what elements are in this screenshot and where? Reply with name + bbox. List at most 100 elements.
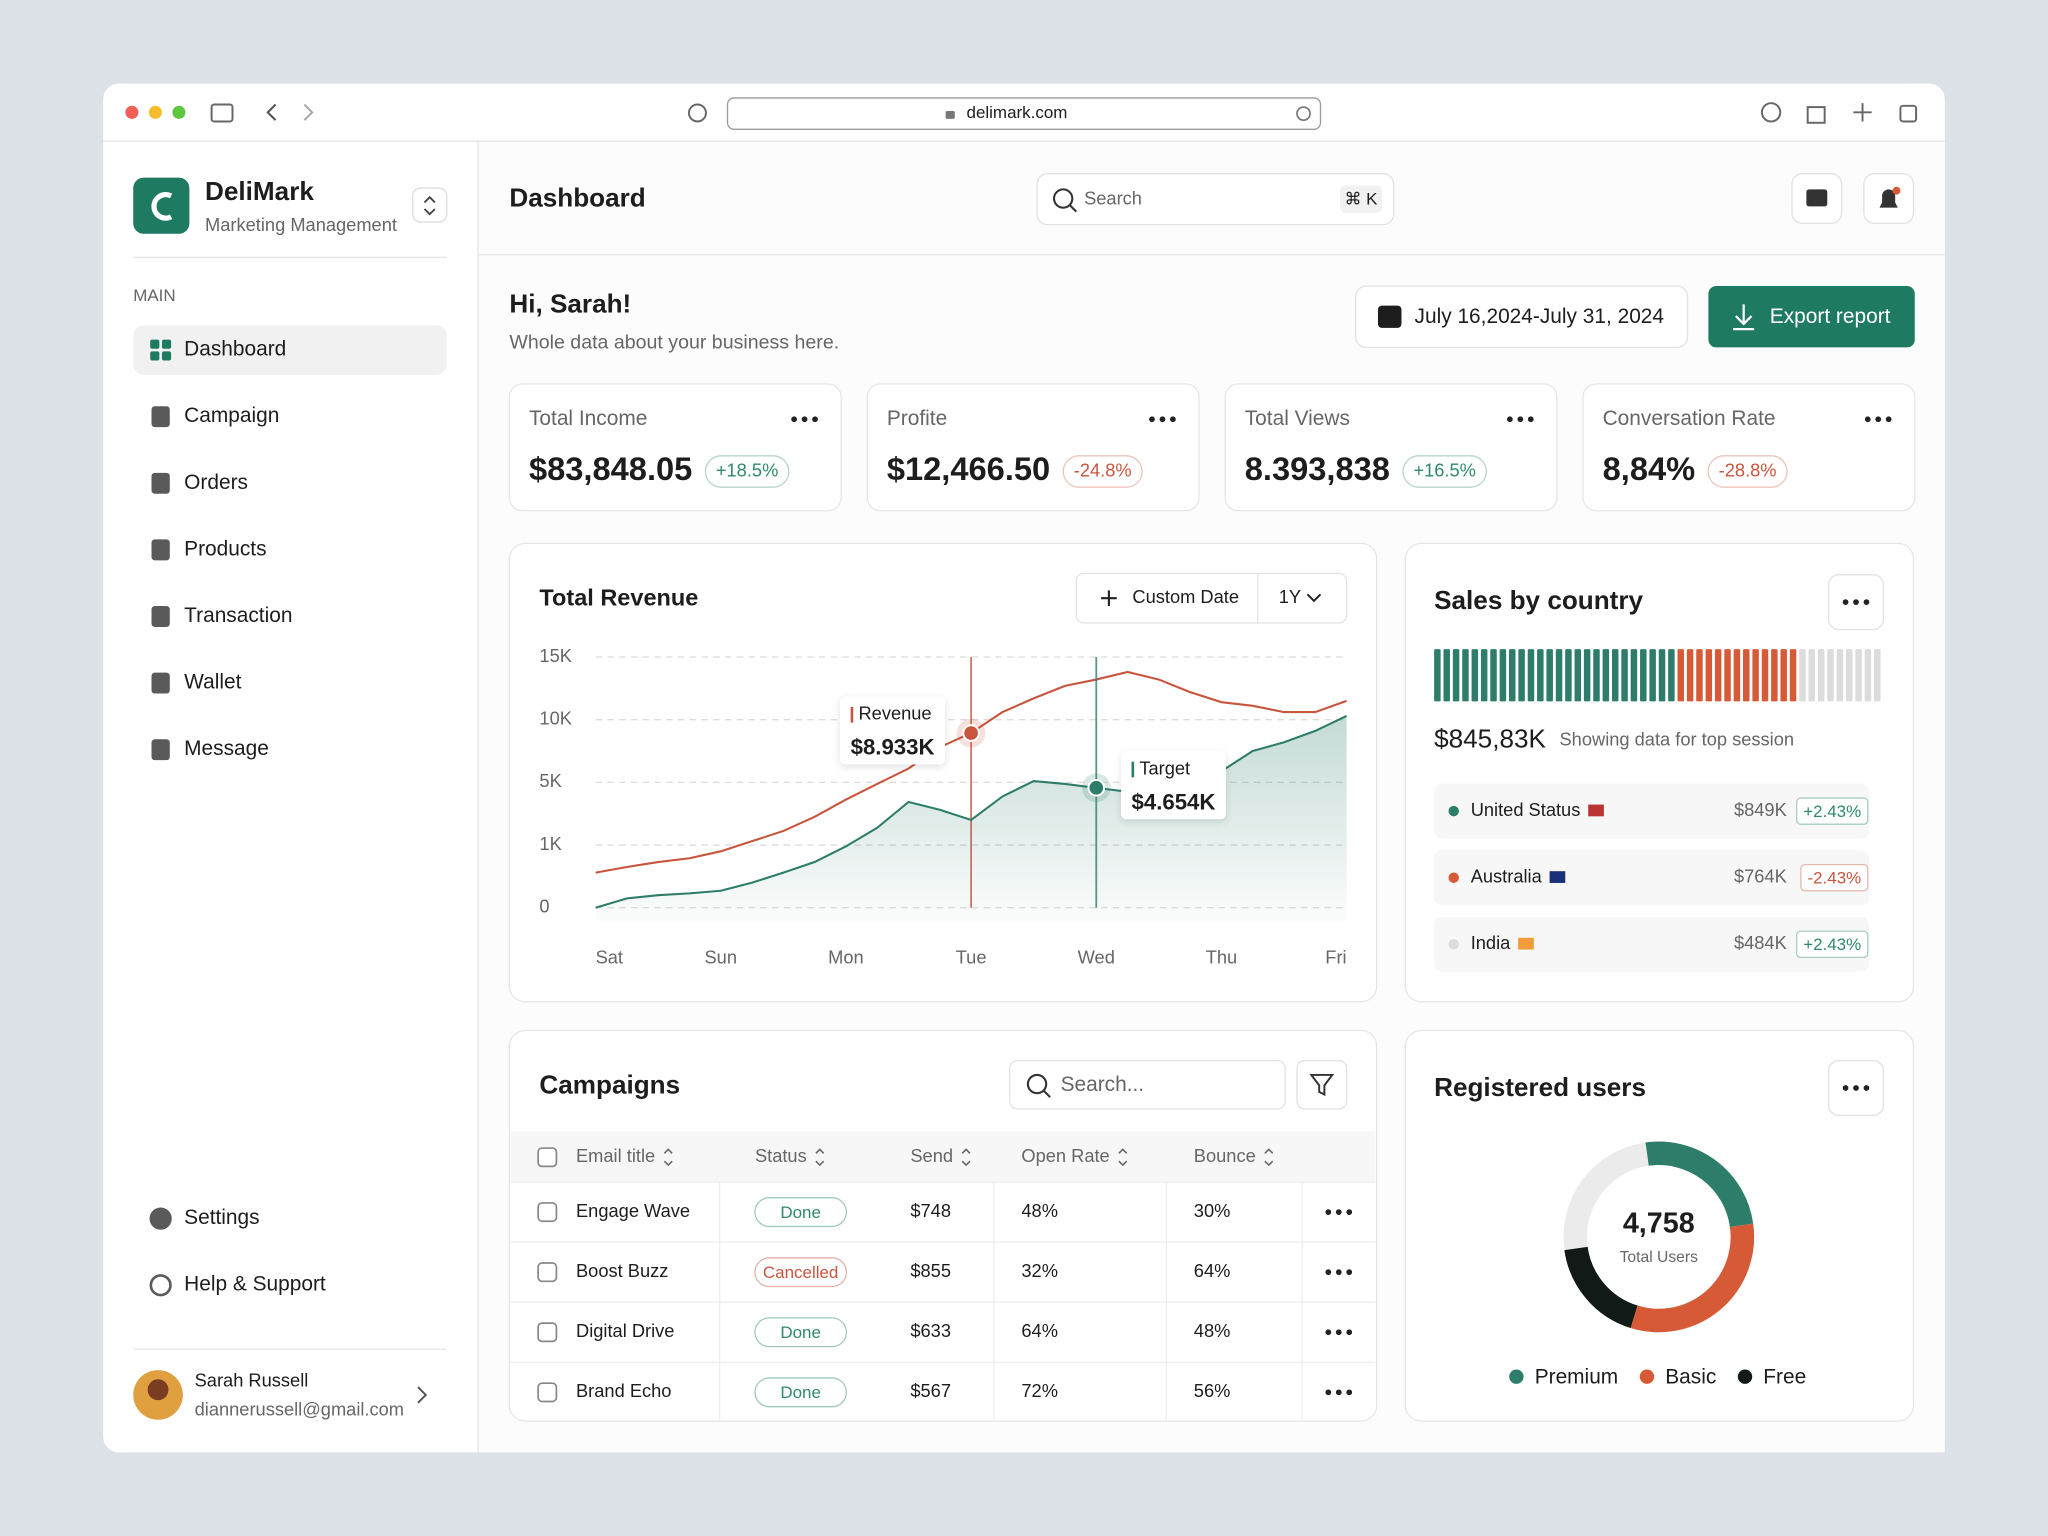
minimize-button[interactable] [148, 105, 162, 119]
share-button[interactable] [1806, 106, 1826, 124]
row-more [1325, 1329, 1332, 1336]
cell: 64% [1021, 1320, 1058, 1341]
column-header[interactable]: Bounce [1194, 1145, 1256, 1166]
date-picker[interactable] [1355, 285, 1689, 349]
x-tick-label: Sat [596, 947, 623, 968]
sort-icon [663, 1148, 673, 1167]
switch-icon [423, 195, 436, 216]
column-header[interactable]: Open Rate [1021, 1145, 1109, 1166]
change-pill [1707, 455, 1788, 488]
checkbox[interactable] [537, 1262, 558, 1283]
session-bar [1565, 649, 1572, 702]
country-name: India [1471, 932, 1511, 953]
country-value: $764K [1734, 866, 1787, 887]
nav-item[interactable]: Message [184, 737, 269, 760]
x-tick-label: Fri [1325, 947, 1346, 968]
filter-icon [1309, 1073, 1335, 1097]
session-bar [1593, 649, 1600, 702]
column-header[interactable]: Status [755, 1145, 807, 1166]
tabs-button[interactable] [1899, 104, 1918, 123]
sales-title: Sales by country [1434, 585, 1643, 615]
session-bar [1518, 649, 1525, 702]
back-button[interactable] [266, 103, 277, 121]
session-bar [1574, 649, 1582, 702]
avatar-face [147, 1379, 169, 1401]
session-bar [1864, 649, 1872, 702]
stat-label: Conversation Rate [1603, 407, 1776, 430]
stat-change: -24.8% [1074, 459, 1132, 480]
nav-item[interactable]: Products [184, 537, 266, 560]
row-more [1335, 1269, 1342, 1276]
x-tick-label: Thu [1206, 947, 1237, 968]
country-flag [1588, 804, 1604, 817]
checkbox[interactable] [537, 1147, 558, 1168]
search-placeholder: Search [1084, 188, 1142, 209]
country-change-pill [1796, 930, 1869, 959]
session-bar [1808, 649, 1816, 702]
custom-date[interactable]: Custom Date [1132, 586, 1239, 607]
users-card [1404, 1029, 1915, 1422]
sort-icon [1118, 1148, 1128, 1167]
date-filter[interactable] [1075, 572, 1348, 624]
y-tick-label: 5K [539, 770, 561, 791]
nav-icon [151, 672, 170, 694]
session-bar [1649, 649, 1656, 702]
campaign-search[interactable] [1008, 1059, 1286, 1110]
session-bar [1789, 649, 1797, 702]
country-value: $484K [1734, 932, 1787, 953]
row-more [1335, 1209, 1342, 1215]
stat-more [1159, 416, 1166, 423]
user-name: Sarah Russell [195, 1370, 309, 1391]
column-header[interactable]: Send [910, 1145, 953, 1166]
workspace-switch[interactable] [412, 187, 448, 223]
country-flag [1518, 937, 1534, 950]
nav-item[interactable]: Transaction [184, 604, 292, 627]
legend-dot [1737, 1369, 1753, 1384]
row-more [1346, 1389, 1353, 1396]
filter-button[interactable] [1296, 1059, 1348, 1110]
stat-change: -28.8% [1719, 459, 1777, 480]
search-box[interactable] [1036, 173, 1395, 226]
session-bar [1827, 649, 1834, 702]
session-bar [1490, 649, 1497, 702]
nav-item[interactable]: Help & Support [184, 1273, 326, 1296]
bell-icon [1879, 189, 1898, 208]
stat-card [508, 383, 842, 512]
nav-item[interactable]: Orders [184, 471, 248, 494]
url-bar[interactable] [726, 97, 1322, 130]
session-bar [1696, 649, 1703, 702]
user-menu[interactable] [417, 1386, 428, 1404]
checkbox[interactable] [537, 1322, 558, 1343]
close-button[interactable] [125, 105, 139, 119]
change-pill [704, 455, 790, 488]
reload-button[interactable] [1296, 106, 1311, 122]
session-bar [1855, 649, 1862, 702]
zoom-button[interactable] [172, 105, 186, 119]
stat-card [1224, 383, 1558, 512]
nav-item[interactable]: Dashboard [184, 338, 286, 361]
table-header-bg [510, 1131, 1376, 1183]
row-more [1325, 1209, 1332, 1215]
url-text: delimark.com [967, 103, 1068, 122]
cell: $855 [910, 1260, 951, 1281]
new-tab-button[interactable] [1853, 103, 1872, 122]
period[interactable]: 1Y [1279, 586, 1301, 607]
nav-item[interactable]: Campaign [184, 404, 279, 427]
column-header[interactable]: Email title [576, 1145, 655, 1166]
checkbox[interactable] [537, 1382, 558, 1403]
checkbox[interactable] [537, 1202, 558, 1223]
sidebar-toggle[interactable] [210, 103, 234, 123]
stat-value: $83,848.05 [529, 450, 692, 487]
y-tick-label: 15K [539, 645, 572, 666]
export-label: Export report [1770, 305, 1891, 328]
date-range: July 16,2024-July 31, 2024 [1415, 305, 1665, 328]
forward-button[interactable] [303, 103, 314, 121]
nav-item[interactable]: Settings [184, 1206, 259, 1229]
stat-value: $12,466.50 [887, 450, 1050, 487]
x-tick-label: Tue [956, 947, 987, 968]
nav-item[interactable]: Wallet [184, 671, 241, 694]
download-button[interactable] [1760, 102, 1782, 123]
change-pill [1062, 455, 1143, 488]
export-button[interactable] [1708, 286, 1915, 348]
stat-more [1507, 416, 1513, 423]
